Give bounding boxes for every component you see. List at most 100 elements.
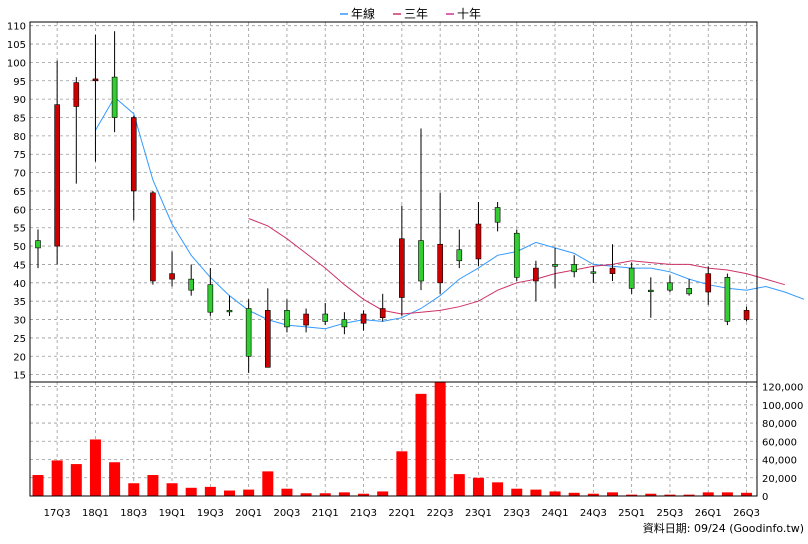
- volume-bar: [721, 492, 733, 496]
- footer-source: 資料日期: 09/24 (Goodinfo.tw): [643, 521, 804, 535]
- price-tick-label: 50: [13, 242, 26, 253]
- candle-body: [341, 319, 348, 328]
- volume-bar: [664, 494, 676, 496]
- candle-body: [303, 313, 309, 326]
- candle-body: [437, 243, 443, 284]
- volume-bars: [32, 382, 753, 496]
- candle-body: [188, 278, 194, 291]
- x-tick-label: 18Q1: [82, 508, 109, 519]
- price-tick-label: 85: [13, 114, 26, 125]
- x-tick-label: 23Q3: [503, 508, 530, 519]
- candle-body: [169, 273, 175, 280]
- x-tick-label: 23Q1: [465, 508, 492, 519]
- candle-body: [552, 264, 558, 267]
- volume-bar: [568, 492, 580, 496]
- price-tick-label: 55: [13, 224, 26, 235]
- x-axis: 17Q3 18Q1 18Q3 19Q1 19Q3 20Q1 20Q3 21Q1 21Q3 22Q1…: [44, 508, 760, 519]
- x-tick-label: 22Q1: [388, 508, 415, 519]
- price-plot-frame: [29, 21, 758, 383]
- candle-body: [456, 249, 463, 262]
- candle-body: [571, 264, 578, 273]
- volume-bar: [166, 483, 178, 496]
- volume-bar: [472, 477, 484, 496]
- candle-body: [264, 310, 271, 368]
- volume-bar: [530, 489, 542, 496]
- x-tick-label: 18Q3: [120, 508, 147, 519]
- candle-body: [111, 76, 118, 118]
- legend-label: 年線: [351, 6, 375, 21]
- price-tick-label: 90: [13, 95, 26, 106]
- volume-bar: [300, 493, 312, 496]
- volume-bar: [492, 482, 504, 496]
- price-tick-label: 30: [13, 316, 26, 327]
- price-tick-label: 40: [13, 279, 26, 290]
- x-tick-label: 21Q3: [350, 508, 377, 519]
- x-tick-label: 21Q1: [312, 508, 339, 519]
- candle-body: [647, 289, 654, 292]
- candle-body: [513, 232, 520, 278]
- candle-body: [245, 308, 252, 357]
- volume-bar: [607, 492, 618, 496]
- candle-body: [73, 82, 80, 107]
- price-tick-label: 65: [13, 187, 26, 198]
- volume-bar: [185, 487, 197, 496]
- volume-bar: [109, 462, 121, 496]
- volume-bar: [281, 488, 293, 496]
- candle-body: [226, 310, 233, 313]
- candle-body: [54, 104, 60, 247]
- candle-body: [284, 310, 290, 328]
- candle-body: [494, 207, 501, 223]
- volume-bar: [128, 483, 140, 496]
- volume-bar: [587, 493, 599, 496]
- moving-average-lines: [94, 96, 805, 330]
- price-tick-label: 35: [13, 297, 26, 308]
- legend-label: 三年: [404, 7, 428, 21]
- candle-body: [590, 271, 597, 274]
- price-tick-label: 75: [13, 150, 26, 161]
- price-tick-label: 95: [13, 77, 26, 88]
- price-tick-label: 45: [13, 260, 26, 271]
- price-tick-label: 80: [13, 132, 26, 143]
- volume-tick-label: 60,000: [762, 437, 797, 448]
- volume-bar: [262, 471, 274, 496]
- volume-bar: [319, 493, 331, 496]
- candle-body: [743, 310, 750, 320]
- price-tick-label: 105: [7, 40, 26, 51]
- candle-body: [379, 308, 386, 319]
- candle-body: [322, 313, 329, 322]
- price-tick-label: 70: [13, 169, 26, 180]
- candle-body: [207, 284, 214, 313]
- candle-body: [35, 240, 41, 249]
- volume-tick-label: 0: [762, 492, 768, 503]
- volume-bar: [338, 492, 350, 496]
- ma-line: [94, 96, 805, 330]
- price-grid: [30, 22, 757, 382]
- x-tick-label: 26Q3: [733, 508, 760, 519]
- x-tick-label: 25Q1: [618, 508, 645, 519]
- ma-line: [248, 218, 785, 315]
- candle-body: [130, 117, 137, 192]
- volume-bar: [358, 493, 370, 496]
- volume-bar: [204, 486, 216, 496]
- legend: 年線 三年 十年: [340, 6, 481, 21]
- volume-bar: [32, 475, 44, 496]
- volume-bar: [396, 451, 408, 496]
- x-tick-label: 24Q1: [542, 508, 569, 519]
- x-tick-label: 22Q3: [427, 508, 454, 519]
- candle-body: [418, 240, 424, 282]
- volume-plot-frame: [29, 381, 758, 497]
- price-tick-label: 60: [13, 205, 26, 216]
- volume-bar: [683, 494, 695, 496]
- candle-body: [686, 288, 692, 295]
- candle-body: [399, 238, 405, 298]
- x-tick-label: 19Q3: [197, 508, 224, 519]
- volume-bar: [243, 489, 255, 496]
- volume-tick-label: 80,000: [762, 419, 797, 430]
- x-tick-label: 17Q3: [44, 508, 71, 519]
- candle-body: [628, 267, 635, 289]
- price-tick-label: 15: [13, 371, 26, 382]
- volume-bar: [626, 494, 638, 496]
- x-tick-label: 19Q1: [159, 508, 186, 519]
